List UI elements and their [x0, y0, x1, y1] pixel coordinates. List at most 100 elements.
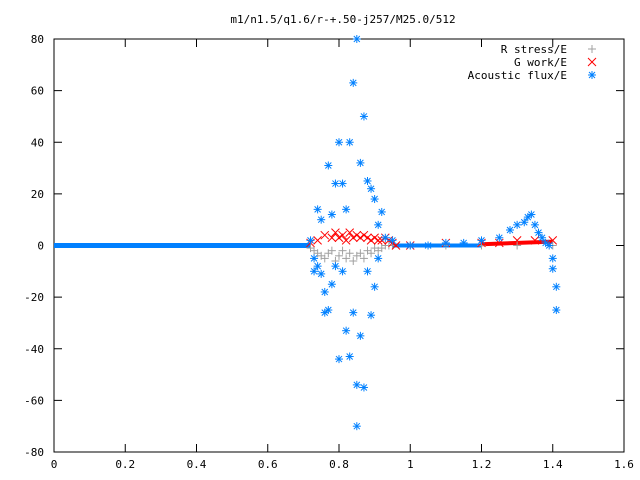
point [513, 241, 522, 250]
point [356, 233, 365, 243]
point [349, 308, 358, 317]
point [367, 311, 376, 320]
point [363, 267, 372, 276]
point [527, 210, 536, 219]
point [530, 235, 540, 245]
point [374, 220, 383, 229]
point [345, 352, 354, 361]
point [310, 254, 319, 263]
legend-label: Acoustic flux/E [468, 69, 567, 82]
point [356, 158, 365, 167]
point [381, 233, 390, 242]
point [335, 251, 343, 260]
point [356, 331, 365, 340]
point [342, 254, 351, 263]
point [327, 233, 337, 243]
point [338, 230, 347, 240]
point [424, 241, 433, 250]
point [359, 112, 368, 121]
point [352, 230, 362, 240]
point [520, 218, 529, 227]
point [335, 355, 343, 364]
y-tick-label: 80 [31, 33, 44, 46]
point [331, 179, 340, 188]
point [367, 184, 376, 193]
y-tick-label: -20 [24, 291, 44, 304]
point [356, 249, 365, 258]
point [495, 233, 504, 242]
x-tick-label: 1 [407, 458, 414, 471]
point [348, 233, 358, 243]
y-tick-label: 20 [31, 188, 44, 201]
y-tick-label: 60 [31, 85, 44, 98]
point [313, 235, 322, 245]
point [313, 205, 322, 214]
point [391, 241, 401, 250]
point [388, 236, 397, 245]
y-tick-label: -80 [24, 446, 44, 459]
point [317, 215, 326, 224]
point [512, 235, 522, 245]
point [349, 78, 358, 87]
point [548, 254, 557, 263]
point [345, 249, 354, 258]
data-marks [54, 35, 561, 431]
point [459, 238, 468, 247]
y-tick-label: -40 [24, 343, 44, 356]
point [359, 383, 368, 392]
y-tick-label: 40 [31, 136, 44, 149]
point [370, 282, 379, 291]
point [313, 262, 322, 271]
chart-title: m1/n1.5/q1.6/r-+.50-j257/M25.0/512 [230, 13, 455, 26]
point [552, 282, 561, 291]
legend-label: G work/E [514, 56, 567, 69]
point [374, 254, 383, 263]
point [338, 179, 347, 188]
legend-marker [587, 57, 597, 67]
point [377, 207, 386, 216]
axes: -80 -60 -40 -20 0 20 40 60 80 0 0.2 0.4 0.6 0.8 1 1.2 1.… [24, 33, 634, 471]
point [327, 246, 336, 255]
point [366, 235, 376, 245]
series-2 [306, 35, 561, 431]
point [513, 220, 522, 229]
point [552, 306, 561, 315]
point [370, 233, 379, 243]
y-tick-label: 0 [37, 240, 44, 253]
point [538, 233, 547, 242]
point [324, 306, 333, 315]
point [352, 422, 361, 431]
x-tick-label: 0.6 [258, 458, 278, 471]
point [367, 249, 376, 258]
point [310, 267, 319, 276]
point [338, 267, 347, 276]
point [335, 138, 343, 147]
point [338, 246, 347, 255]
point [327, 210, 336, 219]
point [342, 205, 351, 214]
point [363, 233, 372, 243]
point [331, 262, 340, 271]
point [359, 230, 369, 240]
point [441, 238, 450, 247]
point [548, 235, 558, 245]
point [363, 176, 372, 185]
point [320, 254, 329, 263]
point [327, 280, 336, 289]
point [548, 264, 557, 273]
x-tick-label: 0.8 [329, 458, 349, 471]
point [320, 230, 330, 240]
point [334, 233, 344, 243]
y-tick-label: -60 [24, 394, 44, 407]
point [373, 235, 383, 245]
point [534, 228, 543, 237]
point [345, 138, 354, 147]
point [545, 241, 554, 250]
point [341, 235, 351, 245]
point [477, 236, 486, 245]
legend-label: R stress/E [501, 43, 567, 56]
point [352, 380, 361, 389]
x-tick-label: 1.4 [543, 458, 563, 471]
point [331, 228, 340, 237]
